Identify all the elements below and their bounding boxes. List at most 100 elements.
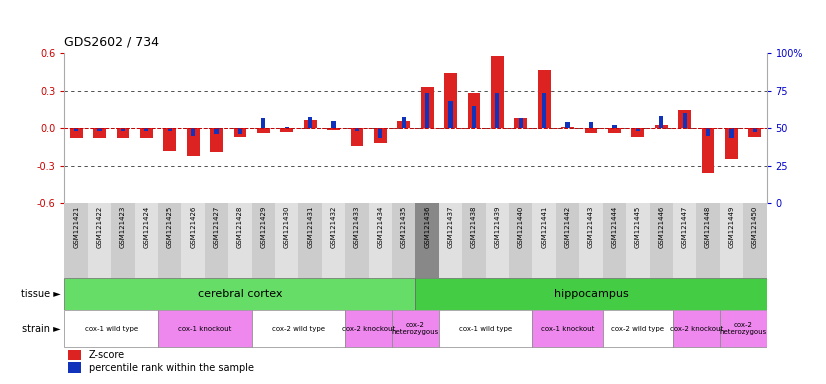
Bar: [415, 278, 767, 310]
Bar: [68, 362, 81, 373]
Text: GSM121431: GSM121431: [307, 205, 313, 248]
Text: GSM121444: GSM121444: [611, 205, 617, 248]
Bar: [93, 128, 106, 138]
Bar: [210, 128, 223, 152]
Bar: [515, 118, 527, 128]
Bar: [168, 128, 172, 131]
Bar: [612, 124, 616, 128]
Text: GSM121446: GSM121446: [658, 205, 664, 248]
Text: GSM121426: GSM121426: [190, 205, 196, 248]
Text: GSM121421: GSM121421: [74, 205, 79, 248]
Text: GSM121442: GSM121442: [565, 205, 571, 248]
Bar: [205, 203, 228, 278]
Text: cox-2
heterozygous: cox-2 heterozygous: [719, 322, 767, 335]
Bar: [135, 203, 158, 278]
Bar: [308, 117, 312, 128]
Bar: [729, 128, 733, 138]
Text: cox-1 knockout: cox-1 knockout: [541, 326, 594, 332]
Bar: [608, 128, 621, 133]
Bar: [636, 128, 640, 131]
Bar: [496, 93, 500, 128]
Bar: [257, 128, 270, 133]
Bar: [566, 122, 570, 128]
Text: GSM121447: GSM121447: [681, 205, 687, 248]
Bar: [673, 203, 696, 278]
Bar: [533, 203, 556, 278]
Text: cox-1 wild type: cox-1 wild type: [85, 326, 138, 332]
Text: GSM121441: GSM121441: [541, 205, 547, 248]
Bar: [261, 118, 265, 128]
Bar: [725, 128, 738, 159]
Bar: [401, 117, 406, 128]
Text: GSM121424: GSM121424: [144, 205, 150, 248]
Bar: [626, 203, 649, 278]
Bar: [439, 310, 533, 347]
Bar: [468, 93, 481, 128]
Bar: [631, 128, 644, 137]
Bar: [491, 56, 504, 128]
Bar: [486, 203, 509, 278]
Text: cox-2 wild type: cox-2 wild type: [611, 326, 664, 332]
Bar: [533, 310, 603, 347]
Bar: [719, 203, 743, 278]
Bar: [444, 73, 457, 128]
Text: cox-1 wild type: cox-1 wild type: [459, 326, 512, 332]
Bar: [397, 121, 411, 128]
Text: cox-2 knockout: cox-2 knockout: [670, 326, 723, 332]
Bar: [589, 122, 593, 128]
Bar: [298, 203, 322, 278]
Text: GSM121425: GSM121425: [167, 205, 173, 248]
Text: GSM121429: GSM121429: [260, 205, 266, 248]
Text: GSM121450: GSM121450: [752, 205, 757, 248]
Bar: [542, 93, 546, 128]
Text: GSM121435: GSM121435: [401, 205, 406, 248]
Bar: [355, 128, 359, 131]
Text: GSM121439: GSM121439: [495, 205, 501, 248]
Bar: [519, 118, 523, 128]
Text: GSM121428: GSM121428: [237, 205, 243, 248]
Text: GSM121434: GSM121434: [377, 205, 383, 248]
Bar: [743, 203, 767, 278]
Bar: [696, 203, 719, 278]
Bar: [64, 310, 158, 347]
Bar: [655, 124, 667, 128]
Text: GSM121438: GSM121438: [471, 205, 477, 248]
Text: percentile rank within the sample: percentile rank within the sample: [89, 362, 254, 372]
Bar: [158, 203, 182, 278]
Bar: [158, 310, 252, 347]
Text: strain ►: strain ►: [21, 324, 60, 334]
Bar: [673, 310, 719, 347]
Bar: [701, 128, 714, 173]
Text: hippocampus: hippocampus: [553, 289, 629, 299]
Bar: [719, 310, 767, 347]
Text: cerebral cortex: cerebral cortex: [197, 289, 282, 299]
Text: GSM121448: GSM121448: [705, 205, 711, 248]
Bar: [415, 203, 439, 278]
Bar: [682, 113, 686, 128]
Bar: [68, 350, 81, 360]
Text: GSM121427: GSM121427: [214, 205, 220, 248]
Bar: [252, 310, 345, 347]
Bar: [164, 128, 176, 151]
Bar: [140, 128, 153, 138]
Bar: [74, 128, 78, 131]
Bar: [238, 128, 242, 134]
Bar: [280, 128, 293, 132]
Text: GSM121445: GSM121445: [635, 205, 641, 248]
Bar: [449, 101, 453, 128]
Text: GSM121433: GSM121433: [354, 205, 360, 248]
Bar: [706, 128, 710, 136]
Bar: [472, 106, 476, 128]
Bar: [121, 128, 125, 131]
Bar: [603, 310, 673, 347]
Text: GSM121430: GSM121430: [284, 205, 290, 248]
Bar: [659, 116, 663, 128]
Bar: [97, 128, 102, 131]
Text: GSM121432: GSM121432: [330, 205, 336, 248]
Text: GSM121443: GSM121443: [588, 205, 594, 248]
Bar: [275, 203, 298, 278]
Text: GSM121422: GSM121422: [97, 205, 102, 248]
Text: cox-2 wild type: cox-2 wild type: [272, 326, 325, 332]
Bar: [228, 203, 252, 278]
Bar: [116, 128, 130, 138]
